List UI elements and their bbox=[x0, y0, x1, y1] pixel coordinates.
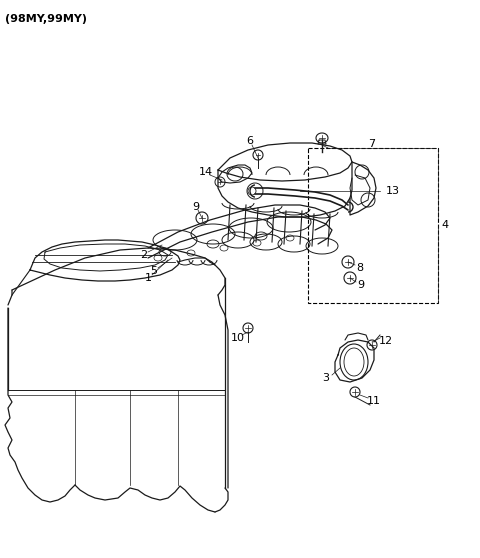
Text: 7: 7 bbox=[369, 139, 375, 149]
Bar bbox=[308, 148, 438, 303]
Text: 5: 5 bbox=[151, 266, 157, 276]
Text: 9: 9 bbox=[358, 280, 365, 290]
Text: 14: 14 bbox=[199, 167, 213, 177]
Text: 9: 9 bbox=[192, 202, 200, 212]
Text: 1: 1 bbox=[144, 273, 152, 283]
Text: 11: 11 bbox=[367, 396, 381, 406]
Text: 8: 8 bbox=[357, 263, 363, 273]
Text: 2: 2 bbox=[141, 250, 147, 260]
Text: 3: 3 bbox=[323, 373, 329, 383]
Text: 4: 4 bbox=[442, 220, 449, 230]
Text: 13: 13 bbox=[386, 186, 400, 196]
Text: (98MY,99MY): (98MY,99MY) bbox=[5, 14, 87, 24]
Text: 6: 6 bbox=[247, 136, 253, 146]
Text: 12: 12 bbox=[379, 336, 393, 346]
Text: 10: 10 bbox=[231, 333, 245, 343]
